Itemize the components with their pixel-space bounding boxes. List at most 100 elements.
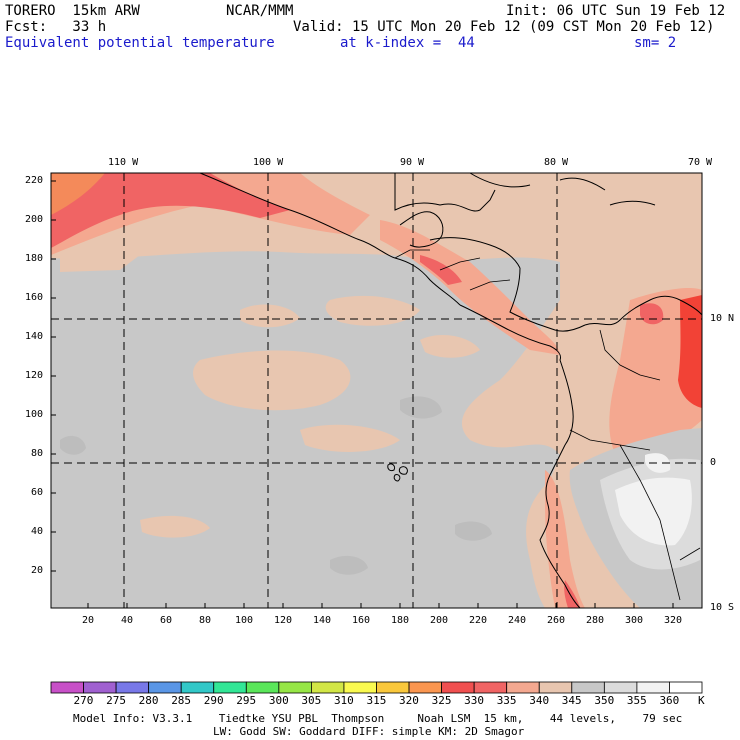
warm-northeast-spot: [640, 303, 664, 325]
border-guatemala: [394, 249, 430, 259]
colorbar-label: 310: [333, 694, 354, 707]
x-index-label: 60: [160, 615, 173, 626]
y-index-label: 120: [25, 370, 44, 381]
colorbar-swatch: [115, 681, 150, 694]
colorbar-label: 295: [236, 694, 257, 707]
warm-band-nw-core: [51, 173, 290, 248]
ecuador-peru-coast: [539, 474, 581, 609]
colorbar-unit: K: [698, 694, 705, 707]
y-index-label: 220: [25, 175, 44, 186]
gray-spot: [455, 521, 492, 541]
x-index-label: 200: [430, 615, 449, 626]
colorbar-label: 285: [171, 694, 192, 707]
colorbar-swatch: [376, 681, 410, 694]
colorbar-label: 305: [301, 694, 322, 707]
x-index-label: 280: [586, 615, 605, 626]
x-index-label: 120: [274, 615, 293, 626]
colorbar-swatch: [473, 681, 508, 694]
colorbar-swatch: [603, 681, 638, 694]
cool-amazon-white2: [645, 453, 671, 473]
x-index-label: 140: [313, 615, 332, 626]
colorbar-label: 345: [561, 694, 582, 707]
tan-patch: [240, 304, 300, 328]
colorbar-swatch: [245, 681, 280, 694]
lat-label-10n: 10 N: [710, 313, 735, 324]
y-index-label: 100: [25, 409, 44, 420]
warm-central-america: [380, 220, 560, 355]
colorbar-swatch: [50, 681, 84, 694]
x-index-label: 100: [235, 615, 254, 626]
mexico-coast: [199, 172, 461, 306]
venezuela-coast: [584, 295, 703, 326]
colorbar-swatch: [441, 681, 475, 694]
x-index-label: 220: [469, 615, 488, 626]
y-index-label: 20: [31, 565, 44, 576]
warm-band-nw-orange: [51, 173, 105, 215]
border-nicaragua: [469, 279, 511, 291]
political-borders: [394, 249, 701, 601]
colorbar-label: 280: [138, 694, 159, 707]
cool-amazon-white: [615, 477, 692, 546]
model-name: TORERO 15km ARW: [5, 3, 140, 19]
level-info: at k-index = 44: [340, 35, 475, 51]
colorbar-swatch: [571, 681, 605, 694]
lon-label-100w: 100 W: [253, 157, 284, 168]
tan-patch: [420, 335, 480, 358]
tan-patch: [325, 295, 420, 326]
honduras-coast: [429, 237, 521, 269]
colorbar-label: 335: [496, 694, 517, 707]
y-index-label: 80: [31, 448, 44, 459]
galapagos-3: [393, 474, 401, 482]
colorbar-label: 340: [529, 694, 550, 707]
colorbar-label: 320: [399, 694, 419, 707]
border-peru-brazil: [619, 444, 681, 601]
axis-ticks: [51, 180, 674, 608]
latlon-grid: [51, 173, 702, 608]
gray-spot: [400, 396, 442, 419]
caribbean-islands: [559, 177, 656, 206]
colorbar-label: 350: [594, 694, 615, 707]
warm-peru-coast: [545, 470, 585, 608]
y-index-label: 60: [31, 487, 44, 498]
colorbar-label: 275: [106, 694, 126, 707]
lat-label-0: 0: [710, 457, 717, 468]
colorbar-swatch: [310, 681, 345, 694]
colorbar-label: 325: [431, 694, 452, 707]
organization: NCAR/MMM: [226, 3, 294, 19]
colorbar-swatch: [180, 681, 215, 694]
colorbar-swatch: [506, 681, 540, 694]
x-index-label: 300: [625, 615, 644, 626]
colorbar-label: 355: [626, 694, 647, 707]
gray-spot: [330, 555, 368, 575]
x-index-label: 20: [82, 615, 95, 626]
tan-patch: [60, 250, 140, 272]
tan-patch: [140, 515, 210, 538]
x-index-label: 40: [121, 615, 134, 626]
galapagos-1: [387, 463, 395, 472]
warm-peru-core: [564, 580, 580, 608]
lon-label-110w: 110 W: [108, 157, 139, 168]
x-index-label: 240: [508, 615, 527, 626]
colorbar-label: 330: [464, 694, 485, 707]
border-brazil-bolivia: [679, 547, 701, 561]
model-info-line2: LW: Godd SW: Goddard DIFF: simple KM: 2D…: [213, 725, 525, 738]
colorbar-label: 360: [659, 694, 680, 707]
lon-label-80w: 80 W: [544, 157, 569, 168]
colorbar-swatch: [343, 681, 377, 694]
galapagos-2: [398, 466, 408, 475]
y-index-label: 160: [25, 292, 44, 303]
init-time: Init: 06 UTC Sun 19 Feb 12: [506, 3, 726, 19]
model-info-line1: Model Info: V3.3.1 Tiedtke YSU PBL Thomp…: [73, 712, 683, 725]
border-colombia-peru: [569, 429, 651, 451]
colorbar-label: 290: [203, 694, 224, 707]
field-name: Equivalent potential temperature: [5, 35, 275, 51]
lon-label-70w: 70 W: [688, 157, 713, 168]
lon-label-90w: 90 W: [400, 157, 425, 168]
x-index-label: 160: [352, 615, 371, 626]
y-index-label: 140: [25, 331, 44, 342]
x-index-label: 80: [199, 615, 212, 626]
forecast-hour: Fcst: 33 h: [5, 19, 107, 35]
x-index-label: 320: [664, 615, 683, 626]
colorbar-swatch: [213, 681, 247, 694]
